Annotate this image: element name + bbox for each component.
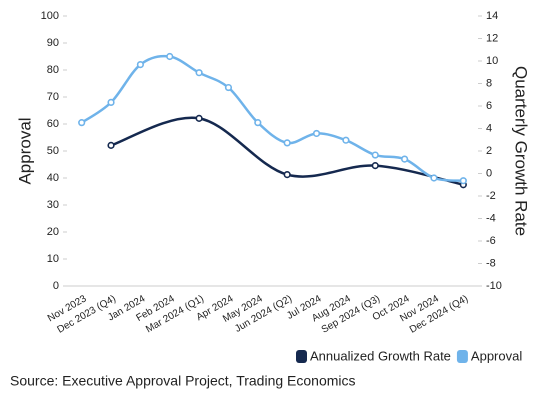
y2-axis-title: Quarterly Growth Rate <box>512 66 531 236</box>
y-tick-label: 100 <box>41 10 59 22</box>
point <box>107 141 115 149</box>
point <box>283 139 291 147</box>
y-tick-label: 0 <box>53 280 59 292</box>
y-tick-label: 80 <box>47 64 59 76</box>
y-tick-label: 10 <box>47 253 59 265</box>
legend-label: Approval <box>471 348 522 363</box>
y2-tick-label: 4 <box>486 122 492 134</box>
y2-tick-label: -6 <box>486 235 496 247</box>
y2-tick-label: -2 <box>486 190 496 202</box>
point <box>283 171 291 179</box>
y-tick-label: 50 <box>47 145 59 157</box>
y-tick-label: 90 <box>47 37 59 49</box>
y-tick-label: 70 <box>47 91 59 103</box>
point <box>254 119 262 127</box>
point <box>166 52 174 61</box>
y2-tick-label: 6 <box>486 100 492 112</box>
y2-tick-label: 10 <box>486 55 498 67</box>
y2-tick-label: 12 <box>486 32 498 44</box>
y2-tick-label: 2 <box>486 145 492 157</box>
y-tick-label: 60 <box>47 118 59 130</box>
point <box>312 129 321 138</box>
point <box>401 155 409 163</box>
point <box>136 60 144 69</box>
point <box>371 151 379 159</box>
point <box>430 174 438 182</box>
y2-tick-label: 0 <box>486 167 492 179</box>
point <box>371 162 379 170</box>
y2-tick-label: -10 <box>486 280 502 292</box>
y-tick-label: 20 <box>47 226 59 238</box>
point <box>224 83 233 92</box>
y-tick-label: 30 <box>47 199 59 211</box>
legend-swatch <box>296 350 307 363</box>
y2-tick-label: 8 <box>486 77 492 89</box>
source: Source: Executive Approval Project, Trad… <box>10 373 356 389</box>
y2-tick-label: -8 <box>486 257 496 269</box>
point <box>195 69 203 77</box>
point <box>78 119 86 127</box>
point <box>195 114 203 122</box>
point <box>459 177 467 185</box>
legend-swatch <box>456 350 468 363</box>
point <box>107 98 115 106</box>
y2-tick-label: 14 <box>486 10 498 22</box>
y2-tick-label: -4 <box>486 212 496 224</box>
y-axis-title: Approval <box>15 117 34 184</box>
y-tick-label: 40 <box>47 172 59 184</box>
point <box>342 136 350 144</box>
legend-label: Annualized Growth Rate <box>310 348 451 363</box>
